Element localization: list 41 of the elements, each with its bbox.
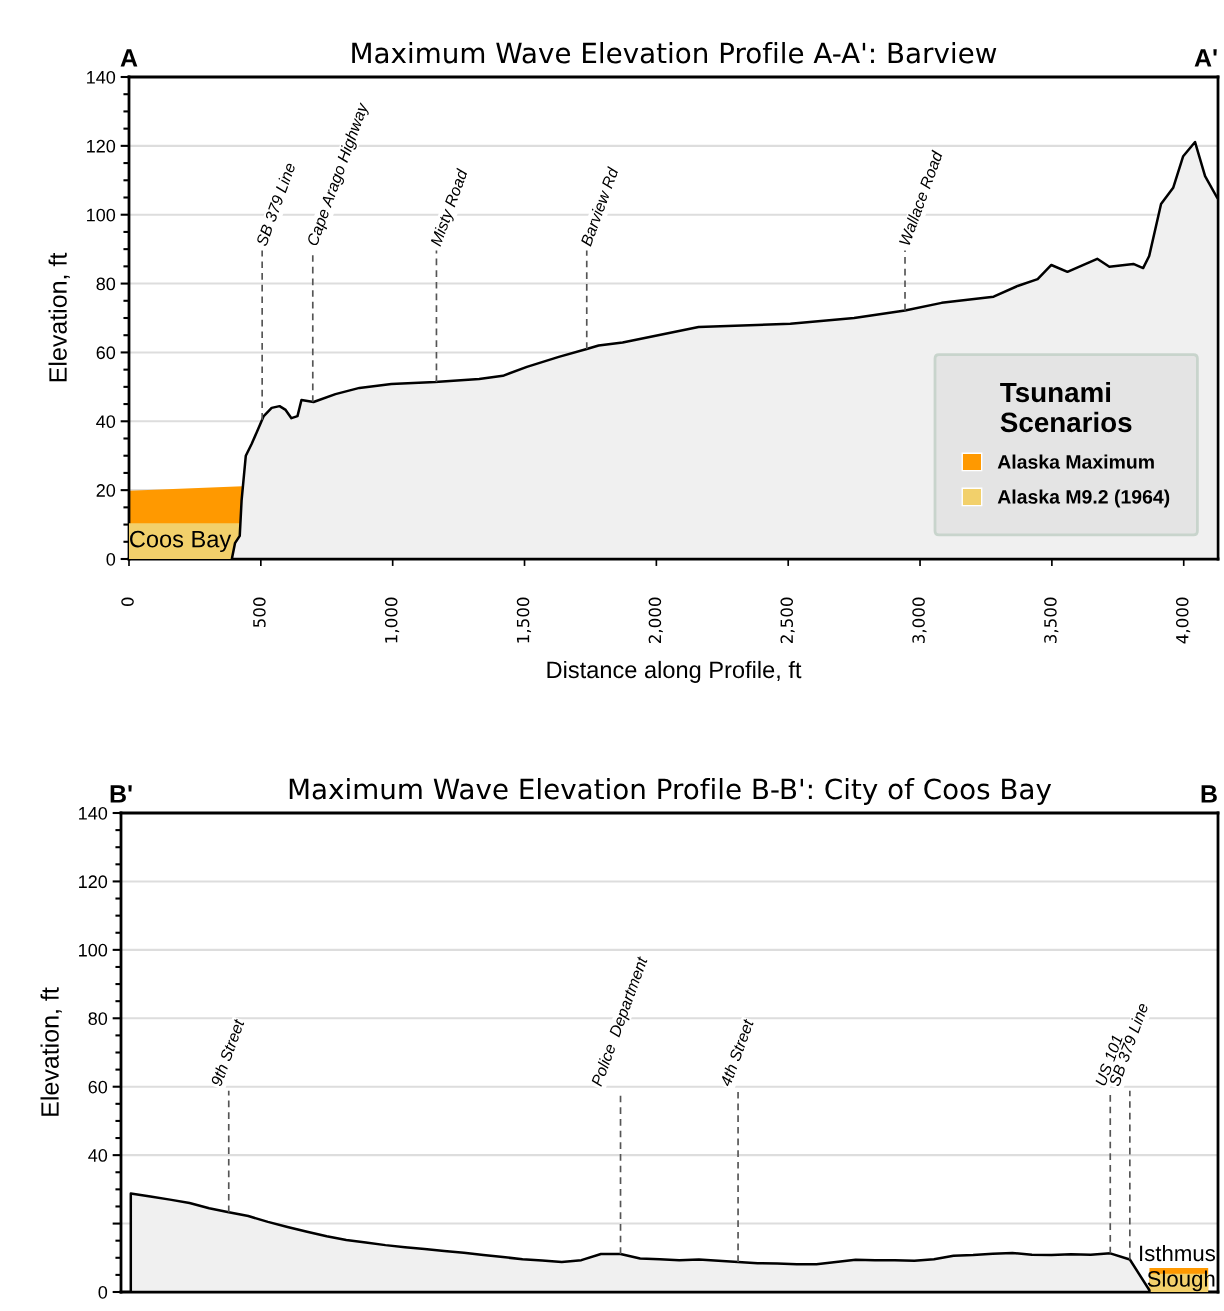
chart-title: Maximum Wave Elevation Profile B-B': City of Coos Bay bbox=[289, 778, 1052, 805]
x-tick-label: 2,500 bbox=[780, 597, 795, 643]
y-tick-label: 80 bbox=[96, 277, 116, 291]
legend-label: Alaska M9.2 (1964) bbox=[997, 489, 1170, 508]
ref-line-label: Misty Road bbox=[429, 167, 471, 248]
x-tick-label: 0 bbox=[121, 597, 134, 607]
annotation: Coos Bay bbox=[130, 530, 232, 553]
x-tick-label: 500 bbox=[253, 597, 266, 628]
y-tick-label: 60 bbox=[88, 1080, 108, 1094]
x-tick-label: 2,000 bbox=[648, 597, 663, 643]
x-tick-label: 1,500 bbox=[516, 597, 532, 643]
x-tick-label: 3,000 bbox=[912, 597, 927, 643]
x-tick-label: 4,000 bbox=[1175, 597, 1191, 644]
y-tick-label: 80 bbox=[88, 1012, 108, 1026]
y-tick-label: 140 bbox=[87, 70, 116, 84]
y-tick-label: 20 bbox=[96, 484, 116, 497]
y-tick-label: 100 bbox=[87, 208, 116, 222]
text: A bbox=[120, 49, 138, 67]
category-label: 4th Street bbox=[719, 1018, 755, 1088]
y-axis-title: Elevation, ft bbox=[48, 252, 70, 382]
y-tick-label: 60 bbox=[96, 346, 116, 360]
x-tick-label: 3,500 bbox=[1044, 597, 1059, 643]
category-label: 9th Street bbox=[210, 1018, 245, 1087]
y-tick-label: 0 bbox=[98, 1285, 108, 1299]
legend-label: Alaska Maximum bbox=[997, 454, 1154, 469]
text: B' bbox=[110, 785, 132, 803]
text: A' bbox=[1194, 49, 1217, 67]
x-axis-title: Distance along Profile, ft bbox=[547, 660, 802, 683]
legend-title: Tsunami Scenarios bbox=[1000, 381, 1132, 433]
chart-title: Maximum Wave Elevation Profile A-A': Barview bbox=[352, 42, 997, 64]
y-tick-label: 120 bbox=[79, 875, 108, 889]
y-tick-label: 140 bbox=[79, 806, 108, 820]
text: B bbox=[1201, 785, 1217, 803]
y-tick-label: 120 bbox=[87, 139, 116, 153]
y-tick-label: 40 bbox=[96, 415, 116, 429]
x-tick-label: 1,000 bbox=[384, 597, 400, 643]
y-tick-label: 100 bbox=[79, 943, 108, 957]
ref-line-label: SB 379 Line bbox=[255, 161, 296, 247]
y-axis-title: Elevation, ft bbox=[40, 987, 62, 1116]
y-tick-label: 0 bbox=[106, 552, 116, 566]
y-tick-label: 40 bbox=[88, 1149, 108, 1162]
